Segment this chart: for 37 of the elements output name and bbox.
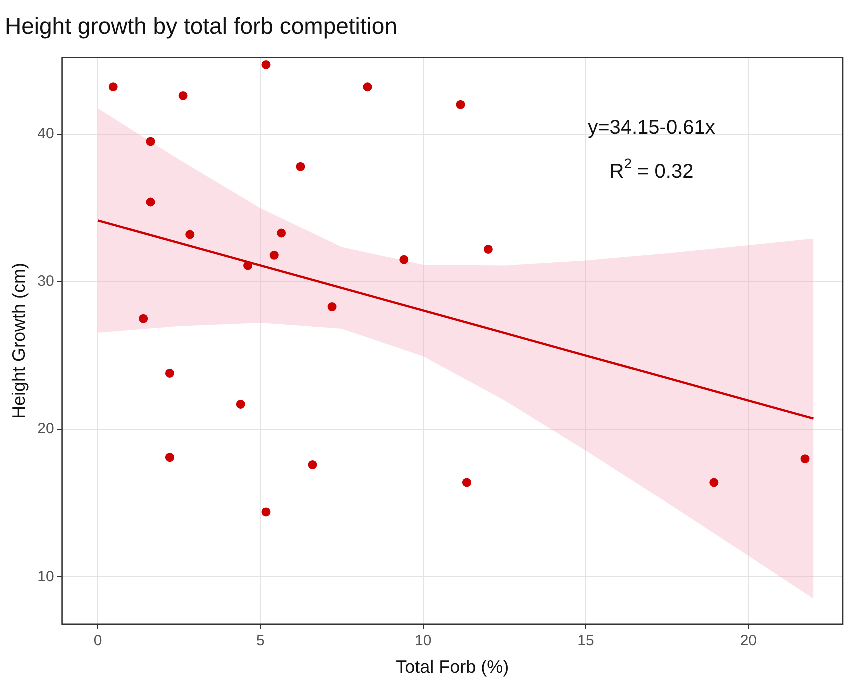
point (262, 60, 271, 70)
y-tick-label: 20 (38, 420, 54, 438)
y-axis-title: Height Growth (cm) (8, 262, 29, 420)
x-tick-label: 15 (578, 632, 594, 650)
point (262, 508, 271, 517)
x-tick-label: 5 (256, 632, 265, 650)
point (178, 91, 188, 100)
point (165, 368, 174, 378)
point (296, 162, 306, 172)
point (710, 478, 719, 488)
x-axis-title: Total Forb (%) (396, 657, 510, 678)
point (328, 302, 337, 312)
point (236, 400, 246, 409)
x-tick-label: 20 (740, 632, 758, 650)
y-tick-label: 40 (38, 125, 54, 142)
point (456, 100, 466, 110)
point (484, 244, 493, 254)
point (146, 198, 156, 207)
x-tick-label: 0 (94, 632, 102, 650)
point (277, 228, 286, 238)
point (270, 250, 279, 260)
point (244, 261, 253, 270)
point (308, 460, 318, 470)
annotation: y=34.15-0.61x (588, 117, 716, 140)
y-tick-label: 10 (38, 568, 54, 586)
chart-title: Height growth by total forb competition (5, 13, 398, 40)
point (800, 454, 810, 464)
point (462, 478, 472, 488)
point (400, 255, 409, 264)
y-tick-label: 30 (38, 273, 54, 290)
point (165, 453, 174, 462)
point (186, 230, 195, 240)
point (108, 82, 118, 92)
x-tick-label: 10 (415, 632, 432, 650)
point (139, 314, 148, 324)
point (146, 137, 156, 146)
point (363, 82, 372, 92)
